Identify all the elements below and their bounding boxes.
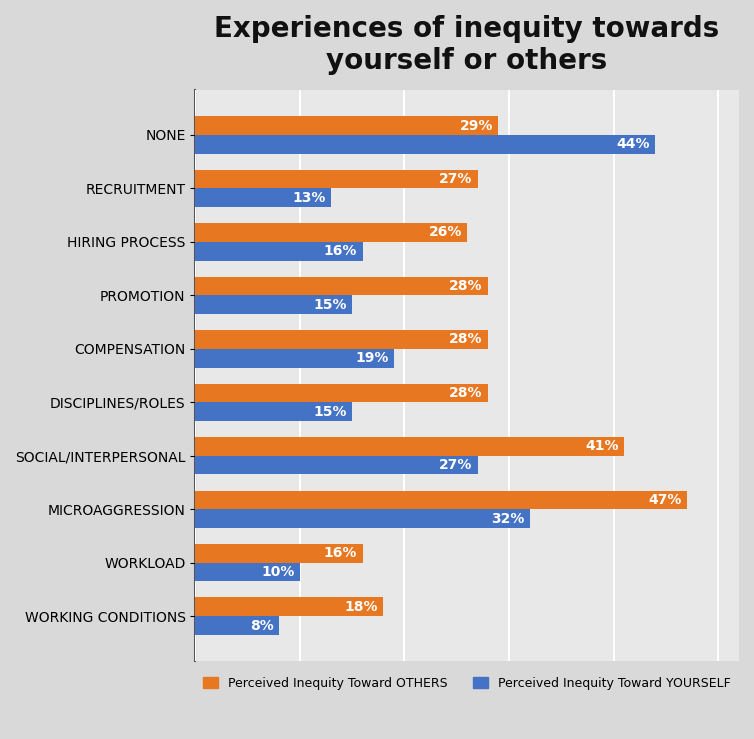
Bar: [195, 384, 488, 402]
Bar: [195, 544, 363, 562]
Text: 16%: 16%: [324, 546, 357, 560]
Text: 15%: 15%: [314, 298, 347, 312]
Legend: Perceived Inequity Toward OTHERS, Perceived Inequity Toward YOURSELF: Perceived Inequity Toward OTHERS, Percei…: [198, 672, 736, 695]
Bar: [195, 562, 300, 582]
Title: Experiences of inequity towards
yourself or others: Experiences of inequity towards yourself…: [214, 15, 720, 75]
Bar: [195, 598, 384, 616]
Text: 27%: 27%: [439, 458, 472, 472]
Bar: [195, 276, 488, 296]
Text: 16%: 16%: [324, 244, 357, 258]
Text: 27%: 27%: [439, 172, 472, 186]
Bar: [195, 437, 624, 456]
Text: 41%: 41%: [585, 440, 619, 454]
Bar: [195, 509, 530, 528]
Bar: [195, 116, 498, 135]
Bar: [195, 188, 331, 207]
Bar: [195, 456, 477, 474]
Text: 8%: 8%: [250, 619, 274, 633]
Text: 32%: 32%: [492, 511, 525, 525]
Bar: [195, 616, 279, 635]
Text: 15%: 15%: [314, 405, 347, 419]
Bar: [195, 349, 394, 367]
Bar: [195, 170, 477, 188]
Text: 13%: 13%: [293, 191, 326, 205]
Text: 19%: 19%: [355, 351, 388, 365]
Text: 26%: 26%: [428, 225, 462, 239]
Text: 18%: 18%: [345, 600, 379, 614]
Text: 44%: 44%: [617, 137, 650, 151]
Text: 28%: 28%: [449, 279, 483, 293]
Text: 28%: 28%: [449, 333, 483, 347]
Bar: [195, 242, 363, 261]
Text: 47%: 47%: [648, 493, 682, 507]
Text: 28%: 28%: [449, 386, 483, 400]
Bar: [195, 491, 687, 509]
Text: 10%: 10%: [261, 565, 295, 579]
Text: 29%: 29%: [460, 118, 493, 132]
Bar: [195, 296, 352, 314]
Bar: [195, 402, 352, 421]
Bar: [195, 330, 488, 349]
Bar: [195, 223, 467, 242]
Bar: [195, 135, 655, 154]
